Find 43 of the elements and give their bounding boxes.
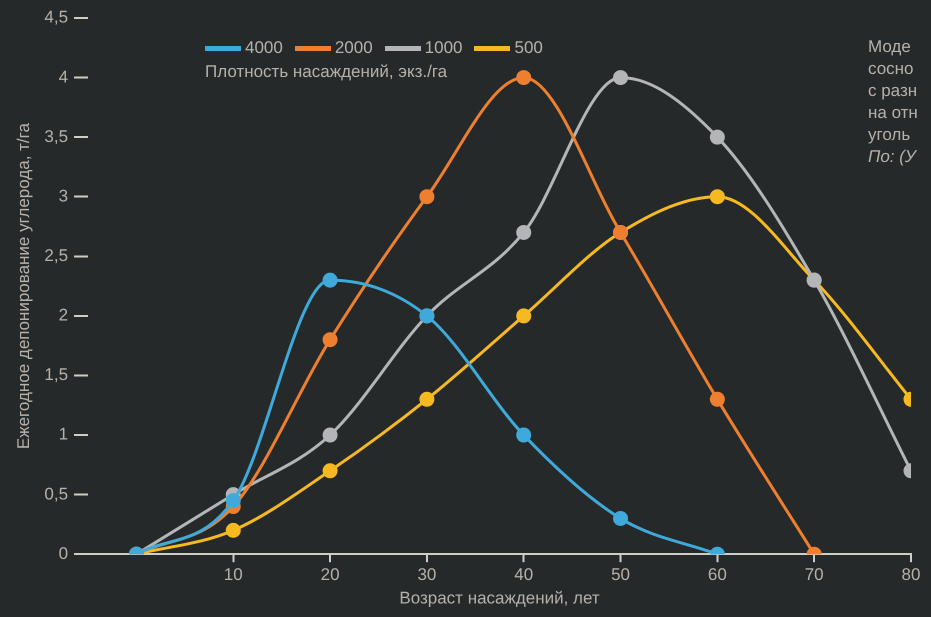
x-tick-label: 10: [224, 565, 243, 584]
y-tick-label: 3,5: [44, 126, 68, 146]
x-tick-label: 20: [320, 565, 340, 584]
point: [322, 428, 338, 443]
legend-label: 2000: [334, 38, 373, 58]
point: [322, 463, 338, 478]
y-axis-title: Ежегодное депонирование углерода, т/га: [14, 122, 33, 450]
point: [516, 428, 532, 443]
point: [516, 308, 532, 324]
legend-title: Плотность насаждений, экз./га: [205, 62, 448, 82]
x-axis-title: Возраст насаждений, лет: [399, 588, 600, 608]
annotation: Моде сосно с разн на отн уголь По: (У: [868, 36, 918, 168]
point: [613, 70, 628, 86]
y-tick-label: 0: [58, 544, 68, 563]
legend-label: 1000: [424, 38, 462, 58]
y-tick-label: 0,5: [44, 484, 68, 504]
x-tick-label: 40: [514, 565, 534, 584]
point: [226, 493, 241, 508]
point: [322, 272, 338, 288]
point: [710, 130, 725, 145]
x-tick-label: 80: [902, 565, 920, 584]
y-tick-label: 3: [58, 186, 68, 206]
x-tick-label: 70: [804, 565, 824, 584]
point: [613, 510, 628, 526]
y-tick-label: 2,5: [44, 246, 68, 265]
point: [710, 392, 725, 407]
x-tick-label: 60: [708, 565, 727, 584]
legend-label: 4000: [245, 38, 283, 58]
x-tick-label: 50: [611, 565, 630, 584]
y-tick-label: 1: [58, 424, 68, 444]
point: [226, 522, 241, 538]
point: [419, 392, 434, 407]
y-tick-label: 2: [58, 306, 68, 325]
y-tick-label: 1,5: [44, 365, 68, 384]
y-tick-label: 4,5: [44, 8, 68, 27]
point: [516, 224, 532, 240]
legend-label: 500: [514, 38, 543, 58]
point: [516, 70, 532, 86]
point: [710, 189, 725, 204]
x-tick-label: 30: [417, 565, 436, 584]
y-tick-label: 4: [58, 67, 68, 86]
point: [322, 332, 338, 348]
point: [419, 189, 434, 204]
